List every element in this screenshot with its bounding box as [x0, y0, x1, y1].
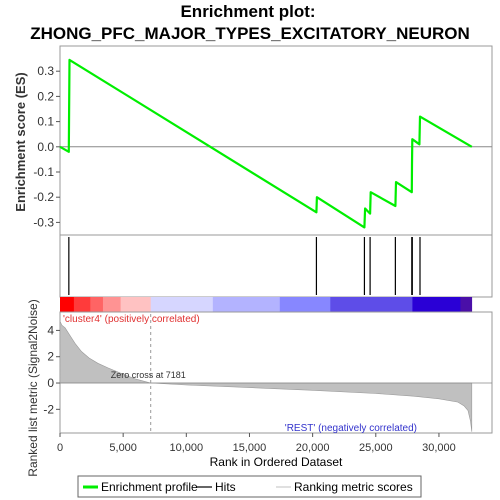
rank-bar-segment [150, 297, 214, 312]
x-axis: 0 5,000 10,000 15,000 20,000 25,000 30,000 [57, 433, 456, 454]
es-panel-frame [59, 45, 493, 236]
metric-y-tick-label: 2 [47, 350, 54, 364]
rank-bar-segment [73, 297, 91, 312]
rank-bar-segment [90, 297, 104, 312]
negative-correlation-label: 'REST' (negatively correlated) [285, 423, 417, 434]
x-axis-label: Rank in Ordered Dataset [210, 455, 343, 469]
legend: Enrichment profile Hits Ranking metric sco… [83, 480, 413, 494]
legend-label: Enrichment profile [101, 480, 198, 494]
x-tick-label: 30,000 [422, 442, 456, 454]
hits-track [68, 237, 421, 295]
es-y-tick-label: 0.0 [37, 140, 54, 154]
es-y-tick-label: 0.1 [37, 115, 54, 129]
es-y-tick-label: -0.2 [33, 190, 54, 204]
positive-correlation-label: 'cluster4' (positively correlated) [63, 314, 200, 325]
rank-bar-segment [330, 297, 413, 312]
rank-bar-segment [102, 297, 121, 312]
es-y-tick-label: -0.1 [33, 165, 54, 179]
metric-y-tick-label: 4 [47, 323, 54, 337]
chart-title-line1: Enrichment plot: [180, 2, 315, 21]
x-tick-label: 0 [57, 442, 63, 454]
rank-bar-segment [460, 297, 473, 312]
x-tick-label: 25,000 [359, 442, 393, 454]
rank-bar-segment [212, 297, 281, 312]
rank-color-bar [60, 297, 473, 312]
es-y-axis: 0.3 0.2 0.1 0.0 -0.1 -0.2 -0.3 [33, 64, 60, 229]
zero-cross-label: Zero cross at 7181 [111, 370, 186, 380]
rank-bar-segment [60, 297, 75, 312]
chart-title-line2: ZHONG_PFC_MAJOR_TYPES_EXCITATORY_NEURON [30, 24, 470, 43]
rank-bar-segment [120, 297, 152, 312]
es-y-tick-label: -0.3 [33, 215, 54, 229]
hits-panel-frame [59, 234, 493, 298]
rank-bar-segment [279, 297, 331, 312]
es-y-tick-label: 0.2 [37, 89, 54, 103]
metric-panel-frame [59, 311, 493, 434]
es-y-axis-label: Enrichment score (ES) [13, 72, 28, 211]
metric-y-axis: 4 2 0 -2 [43, 323, 60, 416]
x-tick-label: 5,000 [109, 442, 137, 454]
rank-bar-segment [412, 297, 461, 312]
legend-label: Hits [215, 480, 236, 494]
es-y-tick-label: 0.3 [37, 64, 54, 78]
metric-y-tick-label: 0 [47, 376, 54, 390]
x-tick-label: 10,000 [169, 442, 203, 454]
metric-y-tick-label: -2 [43, 402, 54, 416]
enrichment-profile-line [59, 58, 473, 229]
ranking-metric-area [59, 321, 473, 432]
x-tick-label: 20,000 [296, 442, 330, 454]
x-tick-label: 15,000 [233, 442, 267, 454]
legend-label: Ranking metric scores [294, 480, 413, 494]
metric-y-axis-label: Ranked list metric (Signal2Noise) [26, 299, 40, 476]
legend-box [77, 475, 422, 498]
